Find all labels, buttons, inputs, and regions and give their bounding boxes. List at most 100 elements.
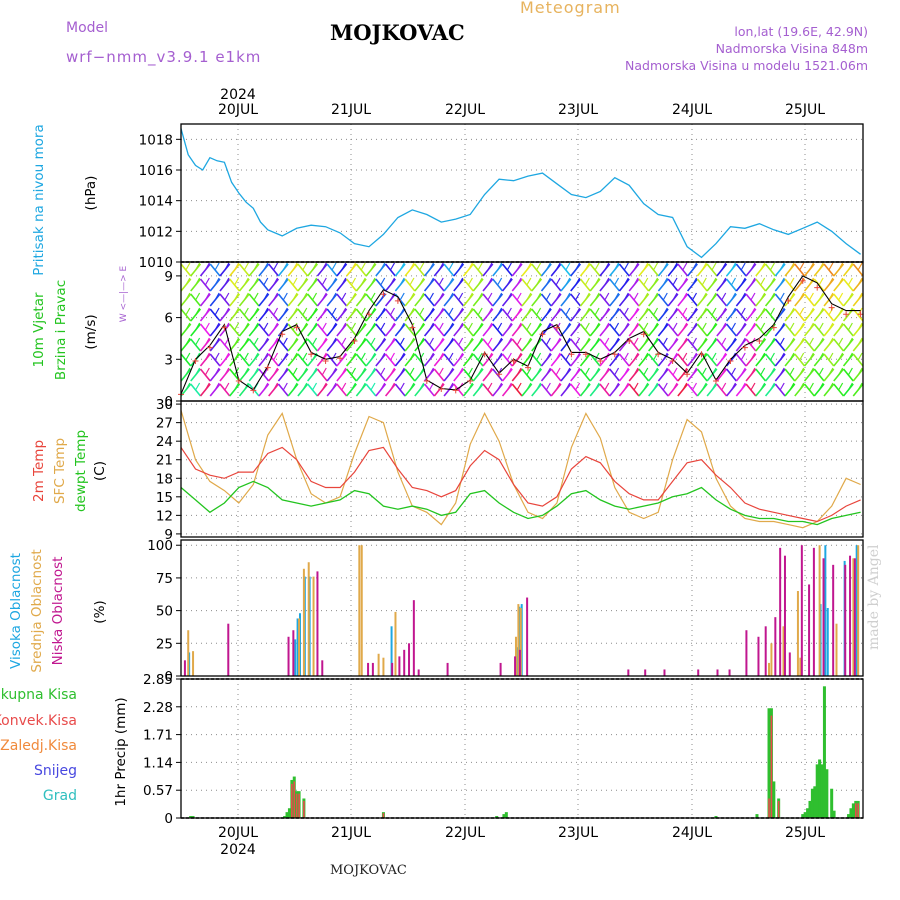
wind-barb-flag [818, 292, 824, 301]
wind-barb-flag [477, 307, 483, 316]
wind-barb [696, 338, 708, 352]
cloud-bar [844, 564, 847, 676]
wind-barb-flag [740, 322, 746, 331]
wind-barb-flag [555, 277, 561, 286]
wind-barb-flag [711, 277, 717, 286]
wind-barb [813, 368, 825, 382]
temp-2m-title: 2m Temp [31, 440, 47, 502]
wind-barb-flag [779, 307, 785, 316]
day-label-bottom-2: 22JUL [445, 825, 485, 841]
precip-bar [770, 715, 773, 818]
wind-barb-flag [555, 262, 561, 271]
wind-barb-flag [536, 277, 542, 286]
wind-gust-marker [192, 357, 199, 364]
wind-gust-marker [438, 385, 445, 392]
wind-barb-flag [633, 262, 639, 271]
wind-gust-marker [698, 351, 705, 358]
wind-barb-flag [428, 367, 434, 376]
wind-barb-flag [594, 307, 600, 316]
wind-barb-flag [380, 367, 386, 376]
wind-barb-flag [350, 367, 357, 376]
wind-barb-flag [321, 277, 327, 286]
wind-barb-flag [828, 307, 834, 316]
wind-barb-flag [253, 292, 259, 301]
wind-barb-flag [253, 307, 259, 316]
cloud-bar [321, 660, 324, 676]
wind-barb-flag [555, 352, 561, 361]
wind-barb-flag [292, 352, 298, 361]
cloud-bar [526, 597, 529, 676]
wind-barb-flag [185, 352, 191, 361]
wind-barb-flag [282, 337, 288, 346]
wind-barb-flag [643, 262, 649, 271]
precip-bar [293, 781, 296, 818]
wind-barb-flag [243, 352, 249, 361]
wind-barb-flag [643, 382, 649, 391]
wind-barb [735, 338, 747, 352]
wind-barb-flag [506, 277, 512, 286]
wind-barb-flag [448, 367, 454, 376]
wind-barb-flag [273, 292, 279, 301]
cloud-bar [371, 662, 374, 676]
cloud-bar [514, 656, 517, 676]
wind-barb-flag [292, 262, 298, 271]
wind-barb-flag [584, 292, 590, 301]
wind-barb-flag [730, 337, 736, 346]
wind-barb-flag [497, 337, 503, 346]
wind-barb-flag [769, 292, 775, 301]
wind-barb [833, 308, 845, 322]
wind-barb-flag [409, 337, 415, 346]
precip-bar [851, 803, 855, 818]
wind-barb-flag [370, 367, 376, 376]
wind-barb-flag [721, 352, 727, 361]
y-tick-label: 25 [156, 636, 173, 652]
wind-barb [794, 383, 806, 397]
wind-barb-flag [575, 322, 581, 331]
day-label-top-5: 25JUL [785, 102, 825, 118]
wind-barb-flag [818, 307, 824, 316]
wind-barb [813, 338, 825, 352]
wind-barb-flag [594, 277, 600, 286]
cloud-bar [519, 608, 522, 676]
wind-barb-flag [389, 337, 395, 346]
wind-barb-flag [565, 262, 571, 271]
panel-frame [180, 123, 864, 263]
wind-barb-flag [653, 382, 659, 391]
wind-barb-flag [331, 307, 337, 316]
precip-legend-hail: Grad [43, 788, 77, 804]
precip-legend-total: Ukupna Kisa [0, 687, 77, 703]
wind-barb-flag [350, 382, 357, 391]
wind-barb-flag [545, 352, 551, 361]
wind-barb-flag [331, 352, 337, 361]
wind-barb-flag [838, 367, 844, 376]
wind-barb-flag [594, 367, 600, 376]
wind-barb-flag [799, 337, 805, 346]
wind-barb [794, 338, 806, 352]
panel-frame [180, 400, 864, 538]
wind-barb-flag [575, 382, 581, 391]
cloud-bar [187, 630, 190, 676]
precip-bar [768, 798, 770, 818]
wind-barb [511, 383, 523, 397]
wind-barb-flag [312, 322, 318, 331]
wind-barb-flag [243, 277, 249, 286]
wind-barb-flag [458, 352, 464, 361]
wind-barb-flag [224, 367, 230, 376]
wind-barb-flag [360, 307, 366, 316]
wind-barb-flag [730, 277, 736, 286]
wind-barb-flag [604, 367, 610, 376]
cloud-bar [390, 626, 393, 676]
y-tick-label: 2.85 [143, 672, 173, 688]
wind-barb-flag [487, 277, 493, 286]
wind-barb-flag [614, 262, 620, 271]
wind-barb-flag [497, 292, 503, 301]
cloud-bar [757, 636, 760, 676]
wind-barb-flag [682, 307, 688, 316]
wind-barb-flag [711, 307, 717, 316]
precip-bar [847, 814, 851, 818]
wind-barb-flag [214, 352, 220, 361]
wind-barb-flag [370, 277, 376, 286]
precip-unit: 1hr Precip (mm) [113, 697, 129, 806]
wind-barb-flag [740, 307, 746, 316]
wind-unit: (m/s) [83, 314, 99, 349]
